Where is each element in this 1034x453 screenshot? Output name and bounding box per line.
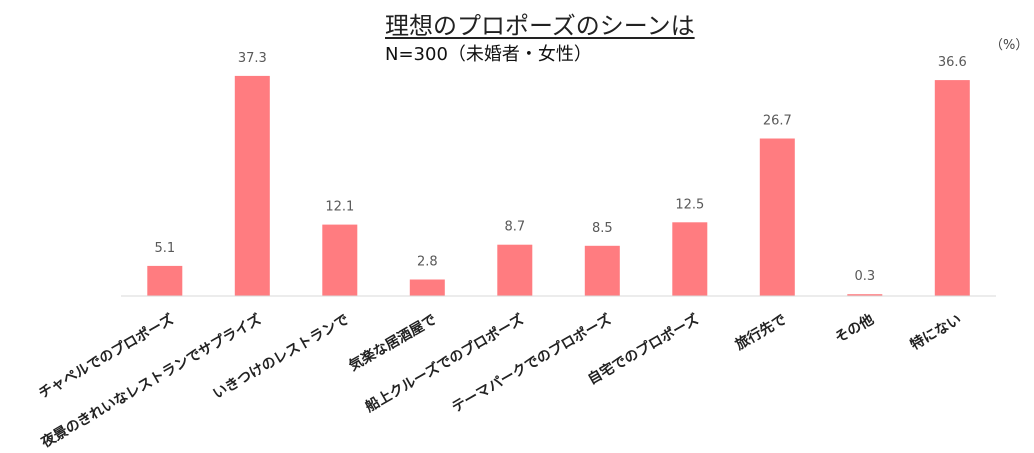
category-label: 船上クルーズでのプロポーズ [362, 311, 527, 416]
category-label: チャペルでのプロポーズ [36, 311, 177, 402]
category-label: テーマパークでのプロポーズ [449, 311, 615, 416]
bar [934, 80, 970, 296]
bar [147, 265, 183, 296]
bars-group [147, 75, 970, 297]
bar-value-label: 12.1 [325, 200, 354, 215]
bar-value-label: 37.3 [238, 51, 267, 66]
category-label: その他 [832, 311, 877, 347]
category-labels-group: チャペルでのプロポーズ夜景のきれいなレストランでサプライズいきつけのレストランで… [36, 311, 965, 452]
bar [497, 244, 533, 296]
unit-label: （%） [990, 38, 1029, 53]
bar [584, 245, 620, 296]
category-label: 旅行先で [732, 311, 789, 354]
bar [847, 294, 883, 296]
bar-value-label: 5.1 [154, 241, 175, 256]
value-labels-group: 5.1 37.3 12.1 2.8 8.7 8.5 12.5 26.7 0.3 36.6 [154, 51, 966, 284]
bar [322, 224, 358, 296]
bar [759, 138, 795, 296]
bar-value-label: 8.7 [504, 220, 525, 235]
bar-value-label: 0.3 [854, 269, 875, 284]
bar-value-label: 8.5 [592, 221, 613, 236]
bar-value-label: 26.7 [763, 114, 792, 129]
bar-value-label: 36.6 [938, 55, 967, 70]
bar-value-label: 2.8 [417, 255, 438, 270]
chart-subtitle: N=300（未婚者・女性） [385, 44, 592, 65]
category-label: 特にない [907, 311, 964, 354]
bar-value-label: 12.5 [675, 197, 704, 212]
bar [234, 75, 270, 297]
bar [672, 222, 708, 297]
bar [409, 279, 445, 296]
chart-title: 理想のプロポーズのシーンは [385, 12, 695, 40]
